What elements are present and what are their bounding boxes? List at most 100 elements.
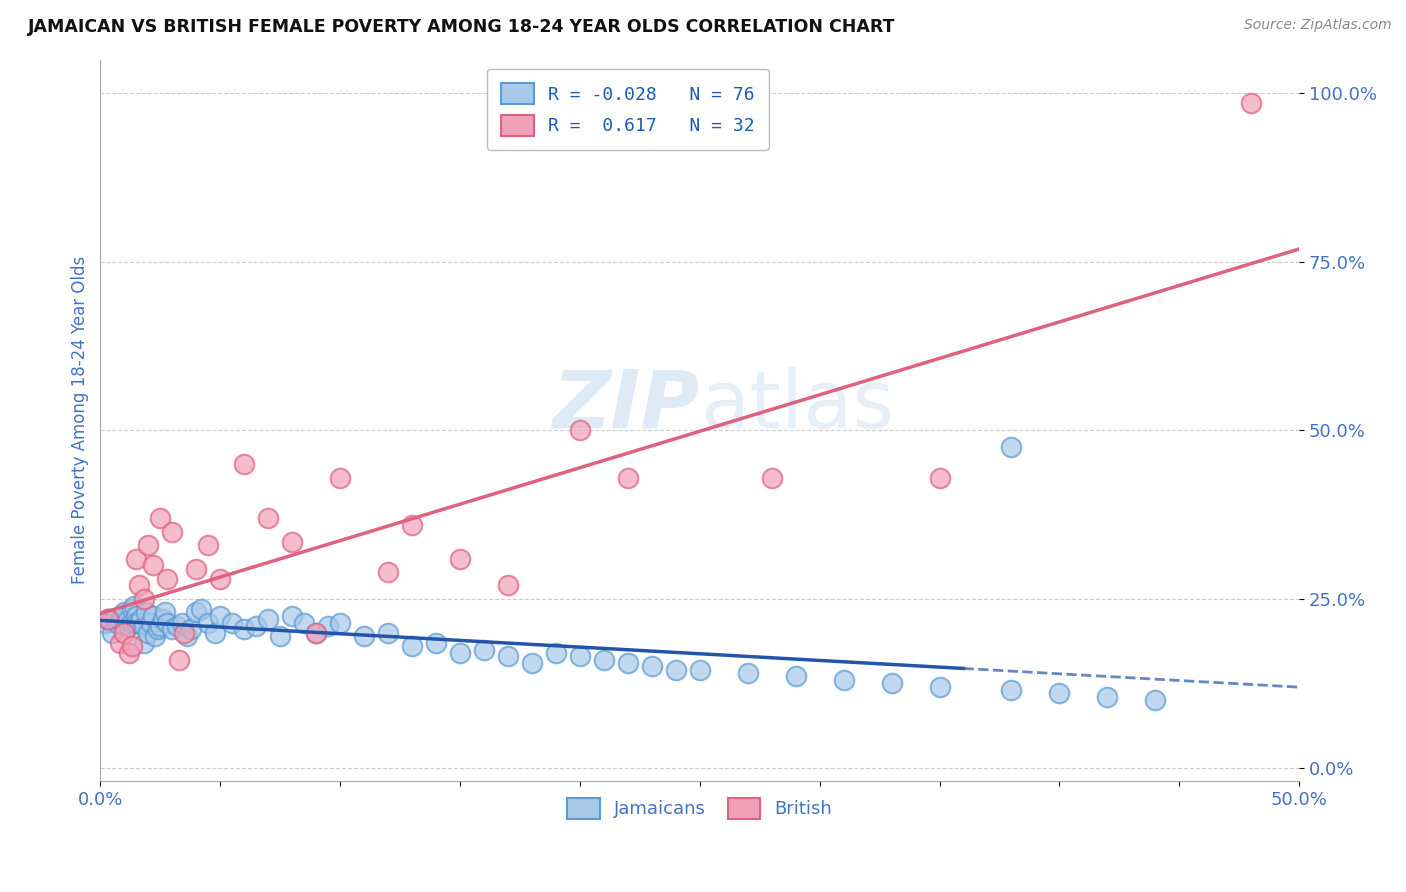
- Point: [180, 622, 202, 636]
- Text: Source: ZipAtlas.com: Source: ZipAtlas.com: [1244, 18, 1392, 32]
- Point: [166, 619, 188, 633]
- Point: [377, 565, 399, 579]
- Point: [121, 639, 143, 653]
- Point: [1000, 440, 1022, 454]
- Point: [142, 558, 165, 573]
- Point: [132, 636, 155, 650]
- Point: [449, 646, 471, 660]
- Point: [96, 612, 118, 626]
- Point: [665, 663, 688, 677]
- Point: [209, 572, 232, 586]
- Point: [105, 615, 128, 630]
- Point: [149, 511, 172, 525]
- Point: [135, 606, 157, 620]
- Point: [98, 614, 121, 628]
- Point: [617, 656, 640, 670]
- Point: [281, 534, 304, 549]
- Point: [197, 538, 219, 552]
- Point: [641, 659, 664, 673]
- Point: [257, 612, 280, 626]
- Point: [136, 538, 159, 552]
- Point: [104, 611, 127, 625]
- Point: [785, 669, 807, 683]
- Point: [173, 625, 195, 640]
- Point: [156, 572, 179, 586]
- Point: [472, 642, 495, 657]
- Point: [1240, 96, 1263, 111]
- Point: [245, 619, 267, 633]
- Point: [544, 646, 567, 660]
- Point: [156, 615, 179, 630]
- Point: [761, 470, 783, 484]
- Point: [118, 619, 141, 633]
- Point: [425, 636, 447, 650]
- Point: [305, 625, 328, 640]
- Point: [132, 591, 155, 606]
- Point: [101, 625, 124, 640]
- Point: [112, 619, 135, 633]
- Point: [377, 625, 399, 640]
- Point: [145, 629, 167, 643]
- Point: [737, 666, 759, 681]
- Point: [209, 608, 232, 623]
- Point: [136, 625, 159, 640]
- Point: [96, 612, 118, 626]
- Point: [353, 629, 375, 643]
- Point: [928, 680, 950, 694]
- Point: [401, 639, 423, 653]
- Point: [186, 561, 208, 575]
- Point: [592, 653, 614, 667]
- Point: [832, 673, 855, 687]
- Point: [112, 625, 135, 640]
- Point: [129, 612, 152, 626]
- Point: [233, 457, 256, 471]
- Point: [125, 551, 148, 566]
- Point: [1097, 690, 1119, 704]
- Point: [94, 615, 117, 630]
- Point: [170, 615, 193, 630]
- Point: [329, 470, 352, 484]
- Point: [496, 578, 519, 592]
- Point: [169, 653, 191, 667]
- Point: [221, 615, 243, 630]
- Point: [520, 656, 543, 670]
- Point: [121, 602, 143, 616]
- Point: [1049, 686, 1071, 700]
- Point: [125, 615, 148, 630]
- Point: [153, 606, 176, 620]
- Point: [257, 511, 280, 525]
- Point: [449, 551, 471, 566]
- Point: [128, 578, 150, 592]
- Point: [108, 614, 131, 628]
- Y-axis label: Female Poverty Among 18-24 Year Olds: Female Poverty Among 18-24 Year Olds: [72, 256, 89, 584]
- Point: [139, 615, 162, 630]
- Point: [152, 612, 174, 626]
- Point: [269, 629, 291, 643]
- Point: [880, 676, 903, 690]
- Point: [115, 614, 138, 628]
- Point: [132, 619, 155, 633]
- Point: [190, 602, 212, 616]
- Point: [689, 663, 711, 677]
- Point: [176, 629, 198, 643]
- Point: [233, 622, 256, 636]
- Text: atlas: atlas: [700, 367, 894, 445]
- Text: JAMAICAN VS BRITISH FEMALE POVERTY AMONG 18-24 YEAR OLDS CORRELATION CHART: JAMAICAN VS BRITISH FEMALE POVERTY AMONG…: [28, 18, 896, 36]
- Point: [204, 625, 226, 640]
- Point: [108, 636, 131, 650]
- Point: [568, 649, 591, 664]
- Point: [162, 524, 184, 539]
- Point: [401, 517, 423, 532]
- Point: [292, 615, 315, 630]
- Point: [305, 625, 328, 640]
- Point: [1000, 683, 1022, 698]
- Point: [149, 619, 172, 633]
- Point: [281, 608, 304, 623]
- Point: [121, 615, 143, 630]
- Point: [928, 470, 950, 484]
- Legend: Jamaicans, British: Jamaicans, British: [560, 791, 839, 826]
- Point: [146, 622, 169, 636]
- Point: [617, 470, 640, 484]
- Text: ZIP: ZIP: [553, 367, 700, 445]
- Point: [329, 615, 352, 630]
